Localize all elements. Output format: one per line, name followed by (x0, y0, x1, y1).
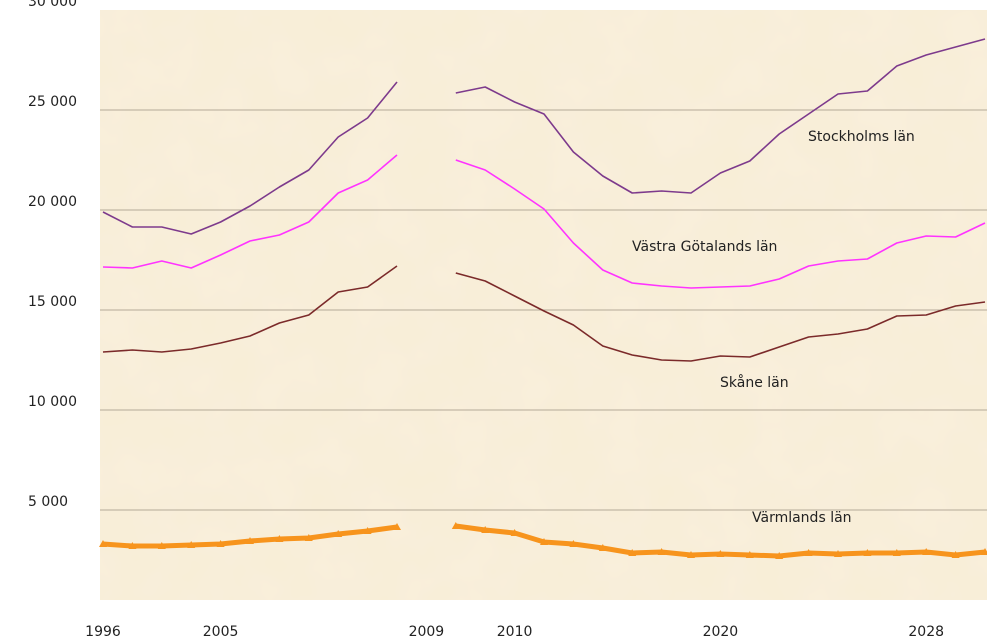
x-tick-label: 2020 (703, 624, 739, 639)
series-line (102, 154, 986, 289)
x-tick-label: 2005 (203, 624, 239, 639)
y-tick-label: 25 000 (28, 94, 77, 110)
marker (569, 540, 578, 547)
x-tick-label: 1996 (85, 624, 121, 639)
series-line (102, 265, 986, 362)
marker (863, 549, 872, 556)
x-tick-label: 2028 (908, 624, 944, 639)
y-tick-label: 15 000 (28, 294, 77, 310)
marker (334, 530, 343, 537)
y-tick-label: 20 000 (28, 194, 77, 210)
marker (628, 549, 637, 556)
marker (598, 544, 607, 551)
marker (128, 542, 137, 549)
series-line (102, 38, 986, 235)
y-tick-label: 5 000 (28, 494, 68, 510)
marker (187, 541, 196, 548)
marker (393, 523, 401, 530)
plot-texture (100, 10, 987, 600)
series-label: Stockholms län (808, 129, 915, 145)
marker (892, 549, 901, 556)
marker (687, 551, 695, 558)
marker (922, 548, 931, 555)
marker (510, 529, 519, 536)
marker (216, 540, 225, 547)
marker (451, 522, 460, 529)
marker (275, 535, 284, 542)
y-tick-label: 30 000 (28, 0, 77, 10)
marker (716, 550, 725, 557)
series-label: Värmlands län (752, 510, 852, 526)
marker (246, 537, 254, 544)
marker (804, 549, 813, 556)
marker (99, 540, 107, 547)
marker (951, 551, 960, 558)
marker (745, 551, 754, 558)
marker (775, 552, 784, 559)
x-tick-label: 2010 (497, 624, 533, 639)
marker (481, 526, 490, 533)
series-label: Västra Götalands län (632, 239, 777, 255)
marker (304, 534, 313, 541)
marker (657, 548, 666, 555)
marker (834, 550, 842, 557)
x-tick-label: 2009 (409, 624, 445, 639)
y-tick-label: 10 000 (28, 394, 77, 410)
series-label: Skåne län (720, 374, 789, 391)
marker (981, 548, 987, 555)
marker (540, 538, 548, 545)
marker (157, 542, 166, 549)
marker (363, 527, 372, 534)
